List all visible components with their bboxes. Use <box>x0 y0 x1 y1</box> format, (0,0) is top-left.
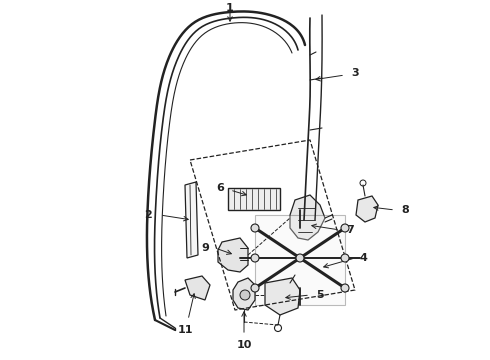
Text: 10: 10 <box>236 340 252 350</box>
Text: 1: 1 <box>226 3 234 13</box>
Circle shape <box>240 290 250 300</box>
Circle shape <box>296 254 304 262</box>
Text: 3: 3 <box>351 68 359 78</box>
Polygon shape <box>233 278 255 310</box>
Polygon shape <box>185 276 210 300</box>
Text: 9: 9 <box>201 243 209 253</box>
Circle shape <box>251 224 259 232</box>
Circle shape <box>341 224 349 232</box>
Text: 11: 11 <box>177 325 193 335</box>
Text: 4: 4 <box>359 253 367 263</box>
Text: 7: 7 <box>346 225 354 235</box>
Polygon shape <box>185 182 198 258</box>
Circle shape <box>341 254 349 262</box>
Text: 6: 6 <box>216 183 224 193</box>
Polygon shape <box>255 215 345 305</box>
Text: 5: 5 <box>316 290 324 300</box>
Polygon shape <box>290 195 325 240</box>
Polygon shape <box>218 238 248 272</box>
Text: 8: 8 <box>401 205 409 215</box>
Polygon shape <box>265 278 300 315</box>
FancyBboxPatch shape <box>228 188 280 210</box>
Circle shape <box>251 284 259 292</box>
Circle shape <box>341 284 349 292</box>
Polygon shape <box>356 196 378 222</box>
Circle shape <box>251 254 259 262</box>
Text: 2: 2 <box>144 210 152 220</box>
